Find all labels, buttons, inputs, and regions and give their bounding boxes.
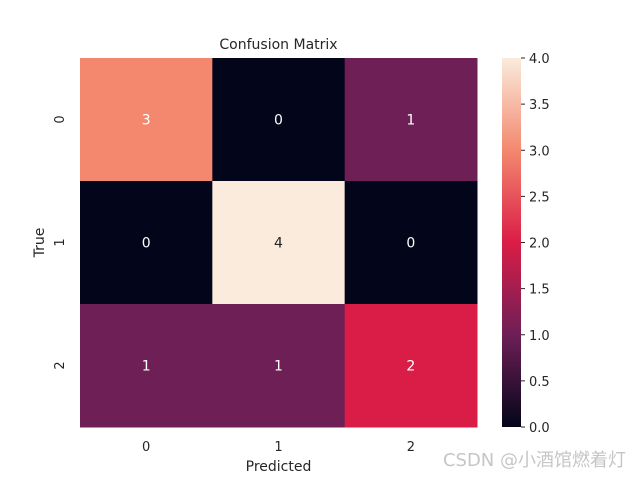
x-tick-label: 2 (407, 440, 415, 455)
colorbar-tick-label: 1.5 (529, 283, 550, 298)
cell-value-label: 1 (406, 113, 415, 129)
heatmap-cell (344, 181, 478, 305)
cell-value-label: 3 (142, 113, 151, 129)
heatmap-cell (212, 304, 346, 428)
chart-title: Confusion Matrix (219, 37, 337, 53)
colorbar-tick-label: 4.0 (529, 52, 550, 67)
colorbar-tick-label: 2.0 (529, 237, 550, 252)
watermark-text: CSDN @小酒馆燃着灯 (442, 450, 626, 471)
y-tick-label: 1 (53, 238, 68, 246)
heatmap-cell (344, 58, 478, 182)
colorbar-tick-label: 3.5 (529, 98, 550, 113)
cell-value-label: 4 (274, 236, 283, 252)
heatmap-cell (80, 58, 213, 182)
y-axis-label: True (32, 228, 48, 259)
heatmap-cell (212, 181, 346, 305)
cell-value-label: 0 (406, 236, 415, 252)
heatmap-cell (80, 304, 213, 428)
cell-value-label: 2 (406, 359, 415, 375)
heatmap-cell (212, 58, 346, 182)
x-tick-labels: 0 1 2 (142, 440, 415, 455)
colorbar-tick-label: 3.0 (529, 144, 550, 159)
cell-value-label: 0 (142, 236, 151, 252)
x-tick-label: 1 (274, 440, 282, 455)
y-tick-labels: 0 1 2 (53, 115, 68, 369)
colorbar-tick-label: 0.5 (529, 375, 550, 390)
y-tick-label: 2 (53, 361, 68, 369)
colorbar-tick-label: 0.0 (529, 421, 550, 436)
colorbar (502, 58, 521, 427)
x-axis-label: Predicted (246, 459, 312, 475)
colorbar-tick-label: 1.0 (529, 329, 550, 344)
heatmap-cells: 3 0 1 0 4 0 1 1 2 (80, 58, 478, 428)
x-tick-label: 0 (142, 440, 150, 455)
cell-value-label: 0 (274, 113, 283, 129)
cell-value-label: 1 (274, 359, 283, 375)
heatmap-cell (80, 181, 213, 305)
heatmap-cell (344, 304, 478, 428)
y-tick-label: 0 (53, 115, 68, 123)
cell-value-label: 1 (142, 359, 151, 375)
colorbar-tick-labels: 0.0 0.5 1.0 1.5 2.0 2.5 3.0 3.5 4.0 (521, 52, 550, 436)
colorbar-tick-label: 2.5 (529, 190, 550, 205)
